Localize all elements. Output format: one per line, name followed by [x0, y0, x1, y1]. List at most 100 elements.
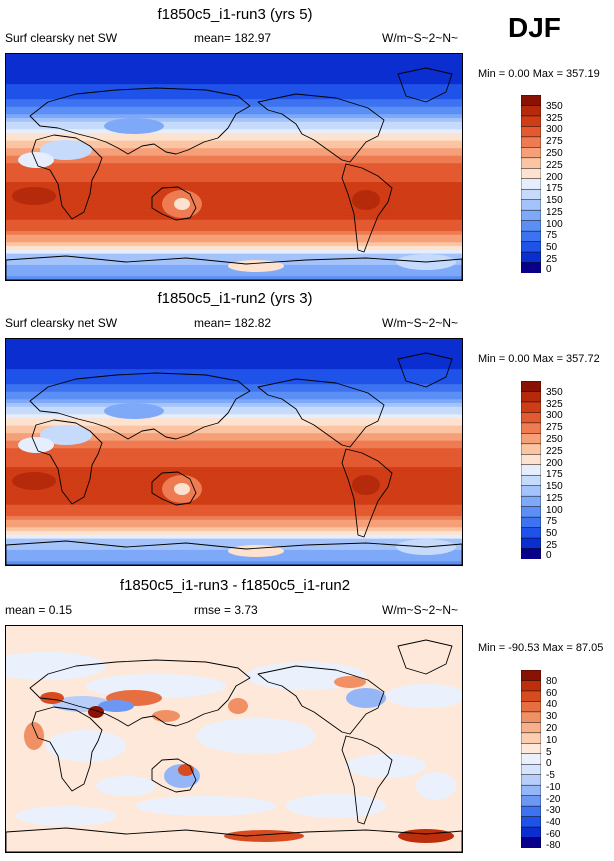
colorbar-box	[521, 464, 541, 477]
australia-coastline	[151, 186, 197, 221]
colorbar-box	[521, 209, 541, 222]
field-band	[6, 527, 462, 532]
cb3-tick: 40	[546, 699, 558, 710]
cb2-tick: 250	[546, 434, 563, 445]
field-band	[6, 542, 462, 547]
field-band	[6, 246, 462, 251]
samerica-coastline	[341, 735, 393, 825]
colorbar-box	[521, 220, 541, 232]
greenland-coastline	[397, 352, 453, 388]
field-band	[6, 268, 462, 274]
field-band	[6, 110, 462, 116]
anomaly-patch	[286, 794, 386, 818]
samerica-coastline	[341, 163, 393, 253]
panel1-map-svg	[6, 54, 462, 280]
field-band	[6, 54, 462, 59]
field-band	[6, 167, 462, 172]
colorbar-box	[521, 506, 541, 518]
field-patch	[104, 403, 164, 419]
cb3-tick: -60	[546, 829, 561, 840]
greenland-coastline	[397, 639, 453, 675]
field-band	[6, 185, 462, 191]
field-patch	[18, 437, 54, 453]
cb1-tick: 75	[546, 230, 558, 241]
field-band	[6, 204, 462, 210]
colorbar-box	[521, 763, 541, 776]
field-band	[6, 508, 462, 514]
anomaly-patch	[416, 772, 456, 800]
cb3-tick: -40	[546, 817, 561, 828]
samerica-coastline	[341, 448, 393, 538]
australia-coastline	[151, 471, 197, 506]
colorbar-box	[521, 381, 541, 393]
field-band	[6, 512, 462, 517]
field-band	[6, 125, 462, 131]
colorbar-box	[521, 115, 541, 128]
australia-coastline	[151, 758, 197, 793]
colorbar-box	[521, 178, 541, 191]
panel2-field: Surf clearsky net SW	[5, 316, 118, 330]
anomaly-patch	[346, 688, 386, 708]
eurasia-coastline	[29, 87, 251, 155]
antarctic-coastline	[6, 540, 462, 565]
cb3-tick: 80	[546, 676, 558, 687]
field-band	[6, 339, 462, 344]
colorbar-box	[521, 136, 541, 149]
namerica-coastline	[257, 93, 385, 163]
field-band	[6, 403, 462, 408]
panel2-units: W/m~S~2~N~	[382, 316, 459, 330]
field-band	[6, 159, 462, 165]
cb1-tick: 325	[546, 113, 563, 124]
field-band	[6, 436, 462, 442]
panel2-map	[5, 338, 463, 566]
cb3-tick: 60	[546, 688, 558, 699]
field-band	[6, 467, 462, 472]
colorbar-box	[521, 199, 541, 212]
panel2-colorbar	[521, 381, 541, 559]
panel3-minmax: Min = -90.53 Max = 87.05	[478, 642, 604, 654]
field-band	[6, 170, 462, 176]
anomaly-patch	[6, 652, 106, 680]
colorbar-box	[521, 412, 541, 424]
field-band	[6, 553, 462, 559]
field-band	[6, 387, 462, 393]
field-band	[6, 523, 462, 529]
colorbar-box	[521, 680, 541, 692]
panel2-minmax: Min = 0.00 Max = 357.72	[478, 353, 600, 365]
field-band	[6, 557, 462, 563]
field-band	[6, 200, 462, 206]
field-band	[6, 485, 462, 491]
eurasia-coastline	[29, 372, 251, 440]
field-band	[6, 189, 462, 195]
field-band	[6, 121, 462, 127]
anomaly-patch	[46, 730, 126, 762]
field-band	[6, 197, 462, 202]
panel2-map-svg	[6, 339, 462, 565]
cb2-tick: 150	[546, 481, 563, 492]
field-band	[6, 114, 462, 119]
colorbar-box	[521, 743, 541, 755]
field-band	[6, 376, 462, 382]
antarctic-coastline	[6, 827, 462, 852]
cb3-tick: 5	[546, 747, 552, 758]
cb1-tick: 350	[546, 101, 563, 112]
field-patch	[352, 190, 380, 210]
cb1-tick: 150	[546, 195, 563, 206]
field-band	[6, 65, 462, 70]
field-band	[6, 440, 462, 446]
panel3-colorbar	[521, 670, 541, 848]
anomaly-patch	[228, 698, 248, 714]
panel1-colorbar	[521, 95, 541, 273]
colorbar-box	[521, 495, 541, 508]
field-band	[6, 470, 462, 476]
field-band	[6, 455, 462, 461]
field-band	[6, 133, 462, 138]
cb3-tick: 0	[546, 758, 552, 769]
field-band	[6, 410, 462, 416]
colorbar-box	[521, 454, 541, 466]
cb3-tick: -5	[546, 770, 555, 781]
anomaly-patch	[334, 676, 366, 688]
field-band	[6, 493, 462, 498]
panel2-title: f1850c5_i1-run2 (yrs 3)	[157, 290, 313, 307]
field-band	[6, 354, 462, 359]
